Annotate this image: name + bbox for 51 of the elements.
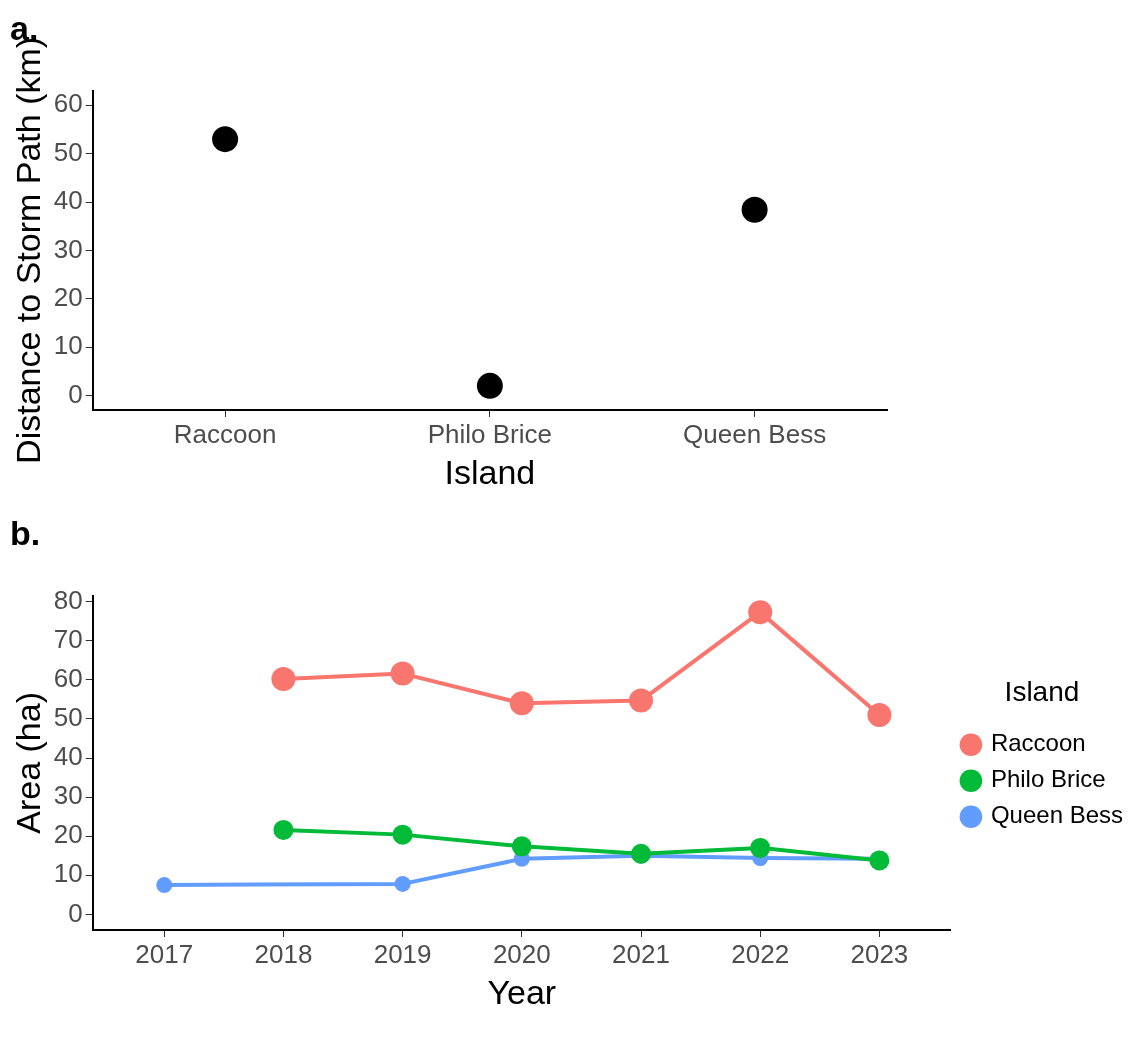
x-tick-label: 2018 [254,938,313,969]
y-tick-label: 30 [53,780,83,811]
y-tick-label: 80 [53,584,83,615]
legend-title: Island [1004,675,1080,707]
y-tick-label: 10 [53,330,83,361]
point [748,600,773,625]
y-tick-label: 10 [53,858,83,889]
x-tick-label: 2023 [850,938,909,969]
x-tick-label: 2017 [135,938,194,969]
y-tick-label: 50 [53,136,83,167]
y-tick-label: 0 [68,378,83,409]
y-tick-label: 60 [53,88,83,119]
point [869,850,890,871]
point [273,819,294,840]
point [392,824,413,845]
point [511,836,532,857]
y-tick-label: 0 [68,897,83,928]
point [741,196,768,223]
y-tick-label: 20 [53,819,83,850]
x-tick-label: Raccoon [173,418,277,449]
point [390,661,415,686]
point [509,691,534,716]
point [156,877,173,894]
x-axis-title: Island [444,452,536,491]
y-tick-label: 50 [53,702,83,733]
x-tick-label: Philo Brice [427,418,552,449]
legend-label: Philo Brice [990,765,1106,793]
x-tick-label: 2022 [731,938,790,969]
point [631,843,652,864]
y-axis-title: Area (ha) [8,692,47,834]
x-tick-label: 2021 [612,938,670,969]
x-tick-label: Queen Bess [683,418,827,449]
x-tick-label: 2020 [492,938,551,969]
point [476,372,503,399]
point [867,703,892,728]
point [629,688,654,713]
point [271,667,296,692]
y-tick-label: 70 [53,623,83,654]
x-axis-title: Year [487,972,557,1011]
chart-title: b. [10,513,41,552]
y-tick-label: 20 [53,281,83,312]
y-tick-label: 40 [53,741,83,772]
legend-label: Queen Bess [990,801,1124,829]
point [750,837,771,858]
y-tick-label: 40 [53,185,83,216]
point [394,875,411,892]
x-tick-label: 2019 [373,938,432,969]
y-tick-label: 30 [53,233,83,264]
y-tick-label: 60 [53,663,83,694]
point [212,126,239,153]
legend-label: Raccoon [990,729,1086,757]
